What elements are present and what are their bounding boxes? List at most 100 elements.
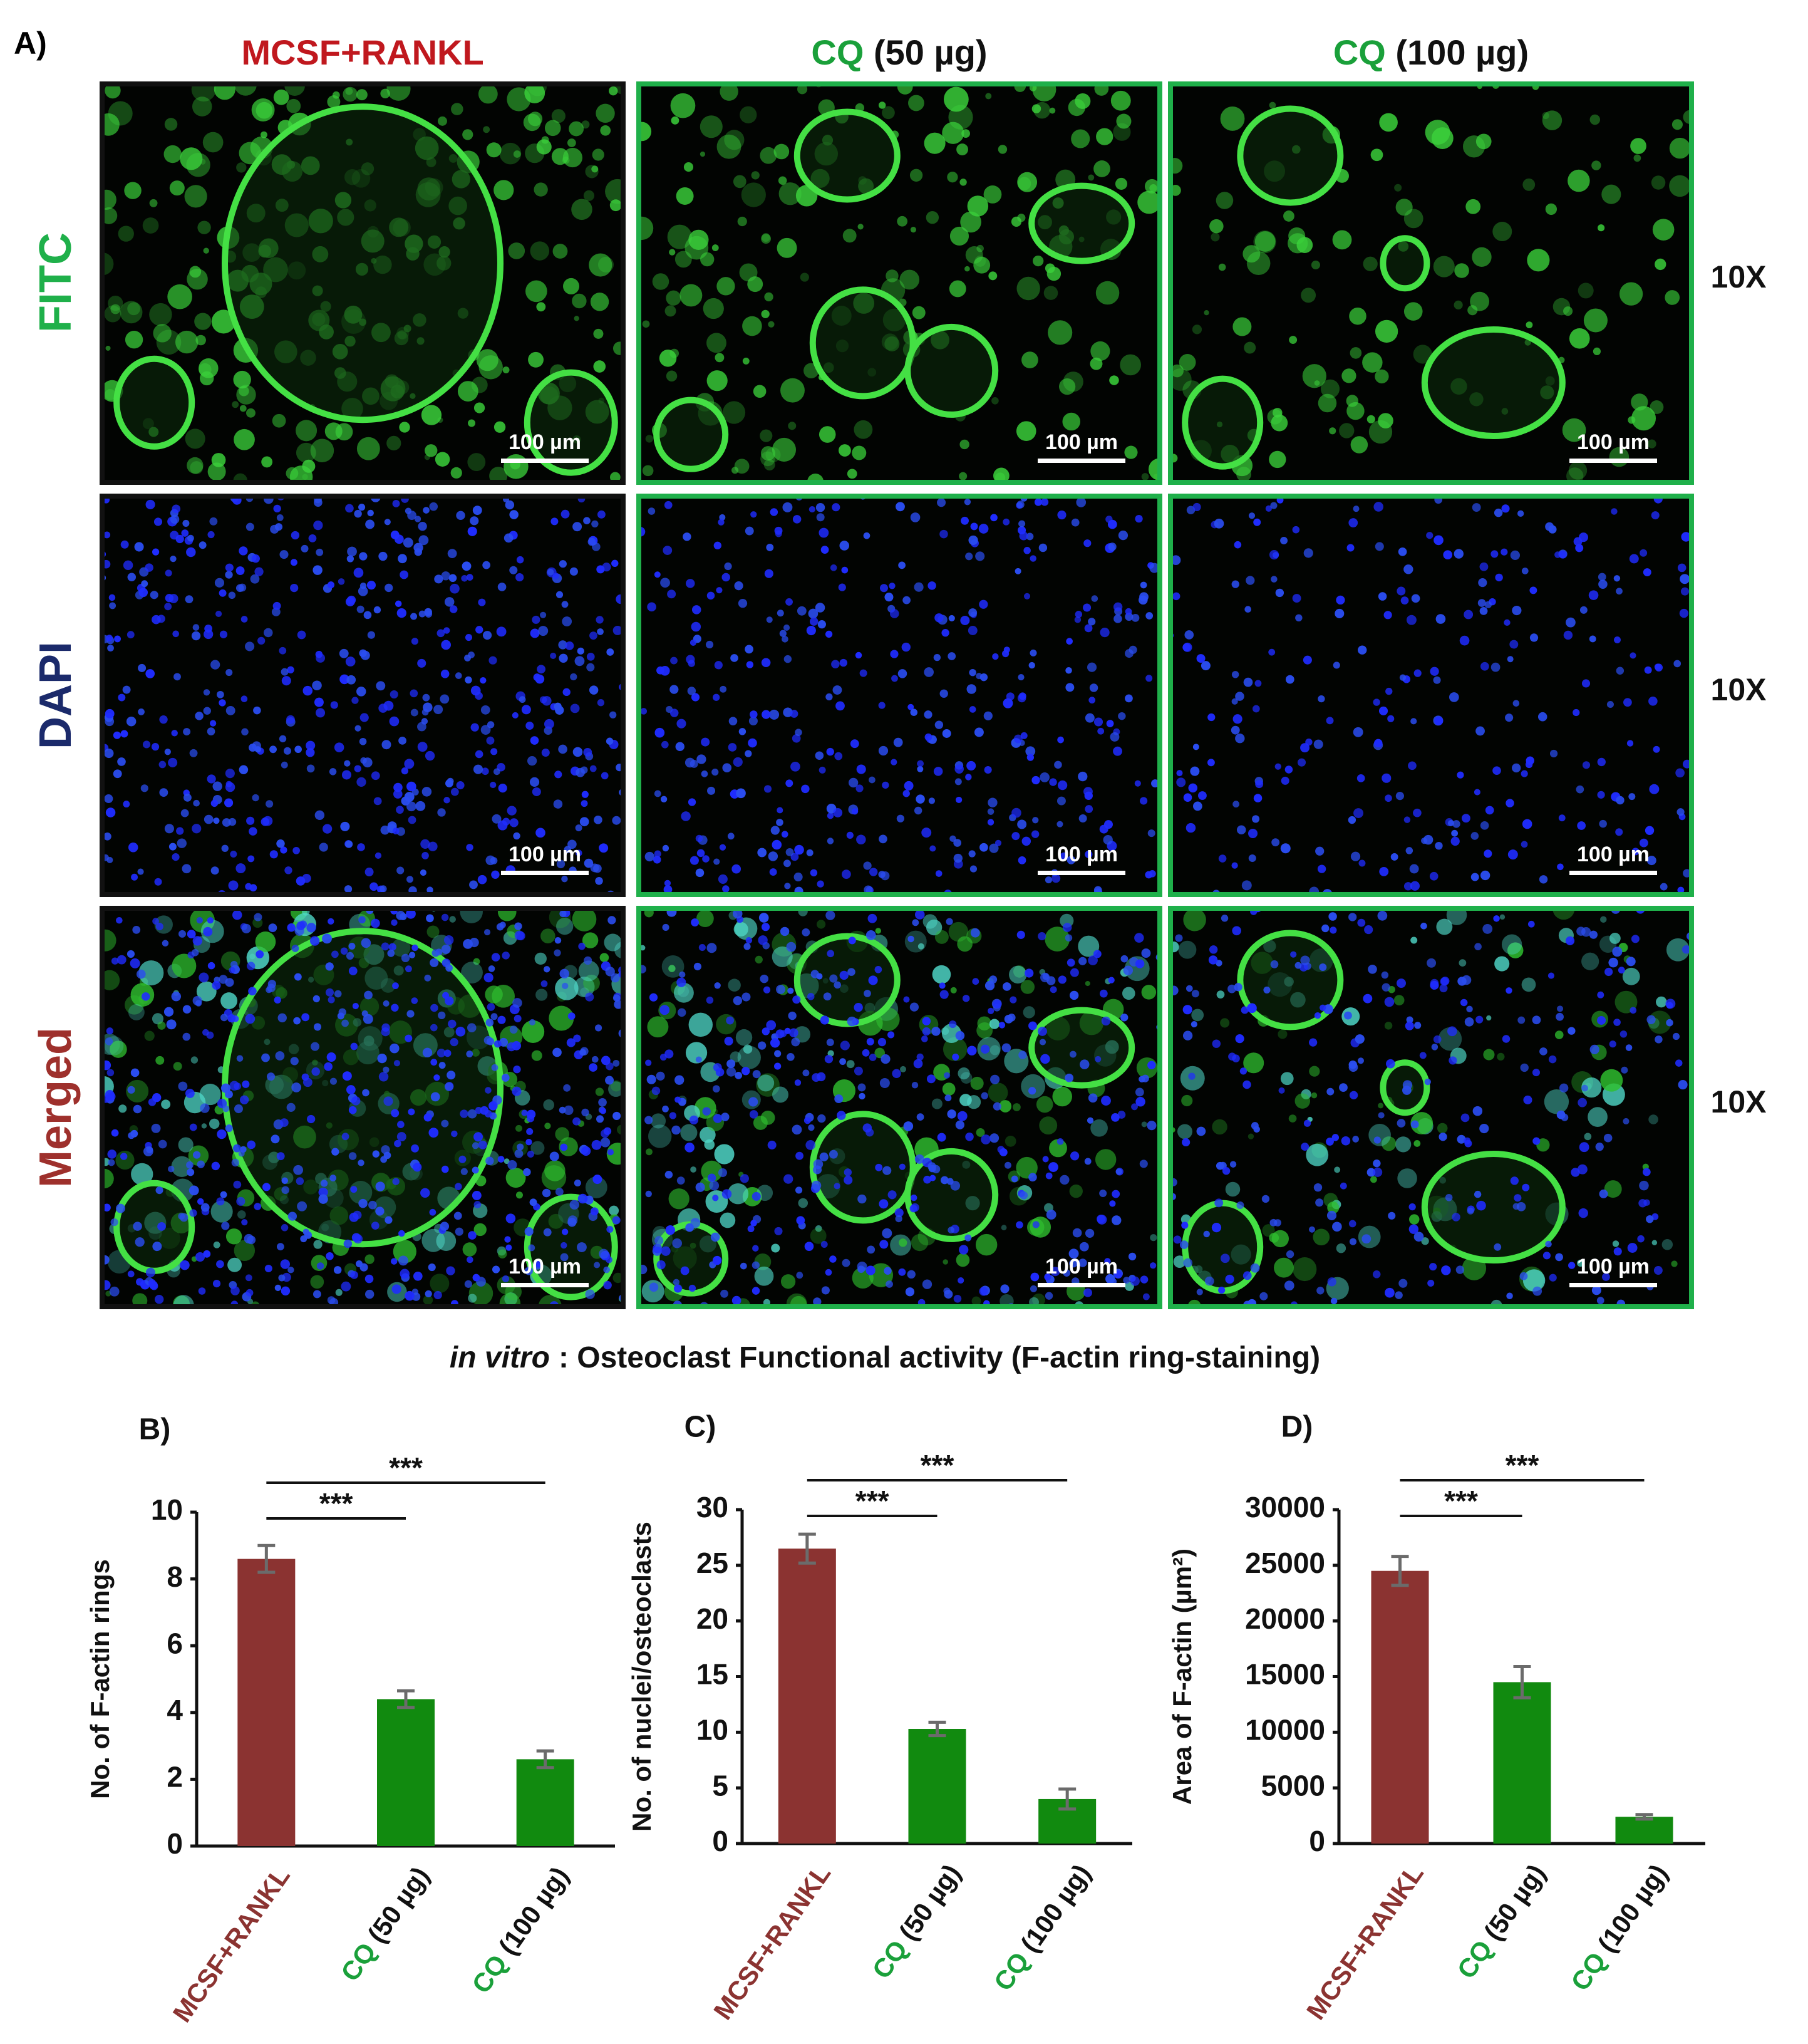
nucleus: [1591, 1285, 1601, 1295]
actin-blob: [1088, 174, 1095, 181]
nucleus: [390, 1258, 398, 1265]
nucleus: [674, 1075, 684, 1085]
actin-blob: [1368, 1124, 1391, 1146]
nucleus: [867, 913, 877, 923]
nucleus: [1123, 1277, 1130, 1284]
nucleus: [649, 1282, 659, 1292]
nucleus: [166, 1019, 177, 1030]
nucleus: [691, 693, 700, 702]
actin-blob: [645, 435, 654, 443]
nucleus: [507, 806, 517, 816]
nucleus: [456, 511, 465, 521]
nucleus: [235, 863, 246, 874]
nucleus: [1087, 1117, 1094, 1124]
nucleus: [313, 1023, 322, 1031]
nucleus: [245, 522, 254, 531]
actin-blob: [1395, 1136, 1412, 1153]
nucleus: [1459, 635, 1470, 646]
nucleus: [172, 504, 181, 514]
nucleus: [921, 827, 932, 838]
nucleus: [783, 624, 790, 631]
nucleus: [584, 858, 594, 868]
nucleus: [847, 1016, 857, 1027]
nucleus: [252, 794, 259, 802]
nucleus: [1402, 1086, 1412, 1095]
actin-blob: [975, 1233, 998, 1256]
nucleus: [393, 782, 403, 792]
nucleus: [1085, 850, 1093, 859]
actin-blob: [1542, 110, 1563, 130]
nucleus: [307, 1114, 316, 1124]
nucleus: [1447, 820, 1454, 827]
nucleus: [1527, 920, 1535, 928]
nucleus: [1447, 1026, 1457, 1037]
nucleus: [683, 532, 691, 541]
nucleus: [509, 566, 518, 574]
actin-blob: [473, 958, 480, 965]
chart-label: D): [1281, 1411, 1313, 1444]
nucleus: [1115, 1168, 1122, 1175]
nucleus: [867, 1245, 876, 1254]
nucleus: [877, 1037, 887, 1047]
nucleus: [1083, 539, 1092, 547]
nucleus: [473, 1201, 482, 1208]
nucleus: [484, 1109, 492, 1118]
nucleus: [559, 1106, 566, 1114]
actin-blob: [1669, 137, 1691, 159]
nucleus: [772, 839, 782, 850]
actin-blob: [733, 175, 746, 189]
nucleus: [829, 1149, 838, 1159]
nucleus: [1631, 935, 1640, 943]
scale-bar: [501, 1283, 589, 1287]
actin-blob: [237, 1210, 246, 1219]
nucleus: [239, 765, 249, 775]
nucleus: [889, 583, 896, 589]
actin-ring: [904, 1148, 999, 1242]
nucleus: [1400, 596, 1409, 604]
actin-ring: [1380, 235, 1430, 292]
actin-blob: [696, 910, 714, 928]
nucleus: [321, 1180, 328, 1187]
actin-blob: [650, 1113, 666, 1129]
nucleus: [422, 1047, 433, 1058]
nucleus: [1480, 661, 1489, 671]
actin-blob: [943, 86, 969, 112]
nucleus: [648, 507, 656, 515]
micrograph-border: [636, 81, 1162, 485]
nucleus: [741, 1067, 750, 1076]
actin-blob: [1475, 133, 1492, 150]
nucleus: [1275, 588, 1284, 598]
nucleus: [570, 673, 577, 681]
nucleus: [894, 1208, 904, 1218]
nucleus: [340, 947, 348, 955]
nucleus: [896, 502, 905, 512]
nucleus: [567, 1012, 576, 1020]
nucleus: [505, 1244, 512, 1251]
nucleus: [306, 764, 315, 773]
nucleus: [249, 827, 257, 836]
actin-blob: [700, 252, 715, 267]
nucleus: [1025, 746, 1036, 757]
nucleus: [287, 1267, 294, 1274]
nucleus: [521, 1109, 528, 1116]
nucleus: [1335, 608, 1345, 618]
nucleus: [329, 768, 337, 776]
actin-blob: [1236, 467, 1251, 482]
nucleus: [417, 722, 426, 732]
nucleus: [577, 1242, 587, 1252]
nucleus: [1619, 1030, 1628, 1038]
nucleus: [669, 1112, 677, 1119]
actin-blob: [1604, 1180, 1622, 1198]
nucleus: [917, 760, 924, 767]
nucleus: [1517, 1016, 1526, 1024]
nucleus: [1105, 1274, 1115, 1284]
nucleus: [203, 926, 213, 936]
nucleus: [529, 1019, 536, 1026]
nucleus: [941, 629, 949, 637]
nucleus: [745, 645, 753, 654]
x-tick-label: CQ (50 µg): [1451, 1859, 1551, 1984]
nucleus: [313, 565, 323, 575]
nucleus: [882, 1228, 892, 1238]
nucleus: [1220, 1253, 1230, 1263]
error-bar: [257, 1543, 276, 1574]
